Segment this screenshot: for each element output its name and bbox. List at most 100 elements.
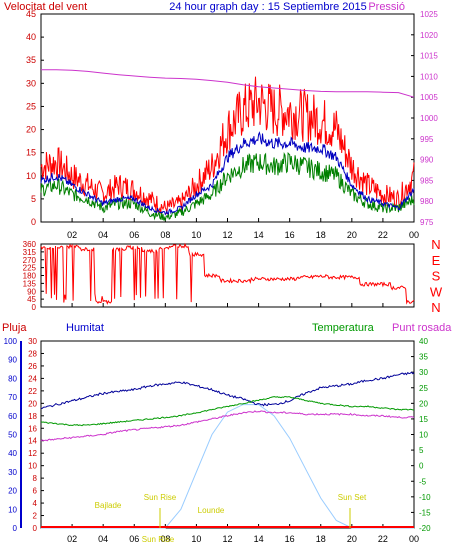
annotation-2: Lounde <box>198 506 225 515</box>
wind-ytick-label: 15 <box>26 148 36 158</box>
direction-ytick-label: 0 <box>32 303 37 312</box>
pluja-ytick-label: 18 <box>28 412 37 421</box>
wind-ytick-label: 10 <box>26 171 36 181</box>
wind-xtick-label: 08 <box>160 230 170 240</box>
header-right: Pressió <box>368 1 405 13</box>
humitat-ytick-label: 80 <box>8 374 17 383</box>
wind-xtick-label: 02 <box>67 230 77 240</box>
pressure-ytick-label: 975 <box>420 218 434 227</box>
climate-xtick-label: 06 <box>129 534 139 544</box>
pluja-ytick-label: 4 <box>33 499 38 508</box>
wind-xtick-label: 12 <box>222 230 232 240</box>
humitat-ytick-label: 0 <box>13 524 18 533</box>
pressure-ytick-label: 1025 <box>420 10 438 19</box>
wind-ytick-label: 35 <box>26 55 36 65</box>
direction-compass-4: N <box>431 237 440 252</box>
temp-ytick-label: 0 <box>419 462 424 471</box>
legend-pluja: Pluja <box>2 322 27 334</box>
pluja-ytick-label: 30 <box>28 337 37 346</box>
direction-series <box>40 242 415 305</box>
temp-ytick-label: -10 <box>419 493 431 502</box>
pluja-ytick-label: 20 <box>28 399 37 408</box>
pluja-ytick-label: 8 <box>33 474 38 483</box>
temp-ytick-label: 30 <box>419 368 428 377</box>
temp-ytick-label: 20 <box>419 399 428 408</box>
temp-ytick-label: 10 <box>419 431 428 440</box>
pressure-ytick-label: 985 <box>420 176 434 185</box>
wind-xtick-label: 16 <box>285 230 295 240</box>
humitat-ytick-label: 30 <box>8 468 17 477</box>
wind-ytick-label: 20 <box>26 125 36 135</box>
humitat-ytick-label: 20 <box>8 487 17 496</box>
climate-xtick-label: 18 <box>316 534 326 544</box>
wind-xtick-label: 10 <box>191 230 201 240</box>
pressure-ytick-label: 1005 <box>420 93 438 102</box>
wind-ytick-label: 5 <box>31 194 36 204</box>
pressure-ytick-label: 995 <box>420 135 434 144</box>
pluja-ytick-label: 16 <box>28 424 37 433</box>
direction-compass-1: W <box>430 284 443 299</box>
pluja-ytick-label: 26 <box>28 362 37 371</box>
pressure-ytick-label: 980 <box>420 197 434 206</box>
header-center: 24 hour graph day : 15 Septiembre 2015 <box>169 1 367 13</box>
wind-ytick-label: 45 <box>26 9 36 19</box>
pluja-ytick-label: 22 <box>28 387 37 396</box>
direction-panel-frame <box>40 243 415 308</box>
direction-compass-0: N <box>431 300 440 315</box>
wind-ytick-label: 40 <box>26 32 36 42</box>
climate-xtick-label: 14 <box>254 534 264 544</box>
direction-ytick-label: 270 <box>23 256 37 265</box>
header-left: Velocitat del vent <box>4 1 87 13</box>
temp-ytick-label: 40 <box>419 337 428 346</box>
pluja-ytick-label: 6 <box>33 487 38 496</box>
direction-ytick-label: 225 <box>23 264 37 273</box>
dewpoint-series <box>40 410 415 442</box>
pressure-series <box>41 69 415 98</box>
direction-compass-2: S <box>432 269 441 284</box>
legend-punt-rosada: Punt rosada <box>392 322 452 334</box>
wind-ytick-label: 30 <box>26 78 36 88</box>
humitat-ytick-label: 10 <box>8 505 17 514</box>
humitat-ytick-label: 40 <box>8 449 17 458</box>
humitat-ytick-label: 90 <box>8 356 17 365</box>
humitat-ytick-label: 70 <box>8 393 17 402</box>
pressure-ytick-label: 990 <box>420 156 434 165</box>
humitat-ytick-label: 50 <box>8 431 17 440</box>
wind-xtick-label: 18 <box>316 230 326 240</box>
annotation-4: Sun Rise <box>142 535 175 544</box>
climate-xtick-label: 12 <box>222 534 232 544</box>
pluja-ytick-label: 2 <box>33 512 38 521</box>
direction-ytick-label: 360 <box>23 240 37 249</box>
direction-compass-3: E <box>432 253 441 268</box>
legend-temperatura: Temperatura <box>312 322 375 334</box>
temp-ytick-label: 15 <box>419 415 428 424</box>
pressure-ytick-label: 1020 <box>420 31 438 40</box>
wind-ytick-label: 0 <box>31 217 36 227</box>
wind-gust-series <box>40 76 415 215</box>
temp-ytick-label: 25 <box>419 384 428 393</box>
temperature-series <box>40 396 415 427</box>
climate-xtick-label: 16 <box>285 534 295 544</box>
direction-ytick-label: 135 <box>23 279 37 288</box>
wind-xtick-label: 06 <box>129 230 139 240</box>
pluja-ytick-label: 24 <box>28 374 37 383</box>
pressure-ytick-label: 1000 <box>420 114 438 123</box>
wind-ytick-label: 25 <box>26 101 36 111</box>
temp-ytick-label: -5 <box>419 477 427 486</box>
humidity-series <box>40 371 415 410</box>
climate-xtick-label: 04 <box>98 534 108 544</box>
climate-xtick-label: 02 <box>67 534 77 544</box>
temp-ytick-label: 35 <box>419 353 428 362</box>
wind-green-series <box>40 152 415 221</box>
climate-xtick-label: 20 <box>347 534 357 544</box>
pluja-ytick-label: 14 <box>28 437 37 446</box>
annotation-1: Sun Rise <box>144 493 177 502</box>
temp-ytick-label: -20 <box>419 524 431 533</box>
pluja-ytick-label: 28 <box>28 349 37 358</box>
direction-ytick-label: 45 <box>27 295 36 304</box>
climate-xtick-label: 08 <box>160 534 170 544</box>
wind-xtick-label: 04 <box>98 230 108 240</box>
direction-ytick-label: 90 <box>27 287 36 296</box>
